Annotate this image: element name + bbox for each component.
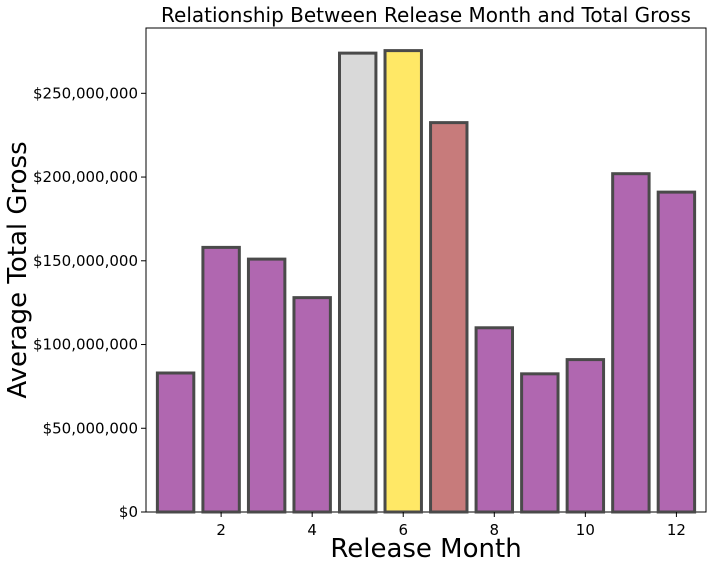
bar-month-4 [292,296,332,514]
x-tick-label: 12 [667,521,686,539]
y-axis-label: Average Total Gross [3,141,33,398]
y-tick-label: $250,000,000 [33,84,138,102]
x-tick-label: 2 [216,521,226,539]
y-tick-label: $200,000,000 [33,168,138,186]
x-tick-label: 4 [307,521,317,539]
x-axis-ticks: 2 4 6 8 10 12 [216,512,686,539]
x-axis-label: Release Month [330,534,521,564]
x-tick-label: 10 [576,521,595,539]
y-tick-label: $100,000,000 [33,336,138,354]
y-axis-ticks: $0 $50,000,000 $100,000,000 $150,000,000 $20… [33,84,146,521]
bar-month-1 [155,371,196,514]
bar-month-9 [520,372,560,514]
bar-month-8 [474,326,515,514]
chart-title: Relationship Between Release Month and T… [161,3,691,27]
bar-month-7 [429,121,469,514]
bar-month-2 [201,245,241,514]
bar-group [155,49,697,514]
plot-area [145,27,707,513]
bar-month-5 [337,51,378,514]
bar-month-11 [611,172,651,514]
bar-month-3 [246,257,287,514]
y-tick-label: $0 [119,503,138,521]
bar-month-10 [565,358,606,514]
bar-month-6 [383,49,423,514]
y-tick-label: $150,000,000 [33,252,138,270]
bar-month-12 [656,190,697,514]
x-tick-label: 8 [490,521,500,539]
y-tick-label: $50,000,000 [43,419,138,437]
x-tick-label: 6 [398,521,408,539]
